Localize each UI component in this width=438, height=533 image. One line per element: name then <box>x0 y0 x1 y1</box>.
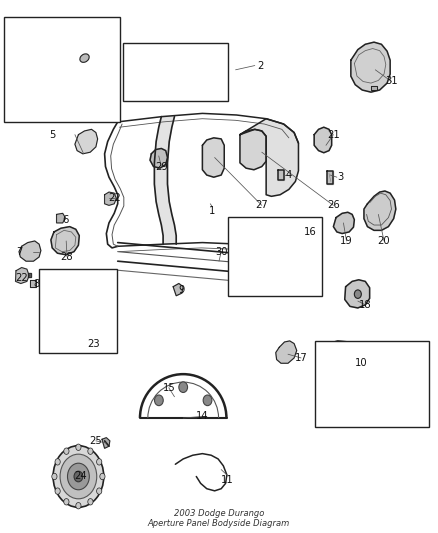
Polygon shape <box>276 341 297 364</box>
Polygon shape <box>19 241 41 261</box>
Circle shape <box>74 471 83 482</box>
Polygon shape <box>150 149 167 168</box>
Polygon shape <box>333 212 354 233</box>
Polygon shape <box>345 280 370 308</box>
Text: 6: 6 <box>62 215 68 225</box>
Text: 14: 14 <box>196 411 209 422</box>
Text: 26: 26 <box>327 200 340 211</box>
Text: 24: 24 <box>74 472 86 481</box>
Text: 3: 3 <box>337 172 343 182</box>
Polygon shape <box>51 227 79 255</box>
Text: 29: 29 <box>155 161 168 172</box>
Text: 23: 23 <box>87 338 99 349</box>
Polygon shape <box>371 86 377 90</box>
Polygon shape <box>105 192 117 205</box>
Text: 20: 20 <box>378 236 390 246</box>
Polygon shape <box>52 345 58 351</box>
Text: 22: 22 <box>109 193 121 204</box>
Polygon shape <box>65 60 71 66</box>
Polygon shape <box>278 169 284 180</box>
Circle shape <box>67 463 89 490</box>
Polygon shape <box>30 280 36 287</box>
Polygon shape <box>52 67 57 74</box>
Circle shape <box>76 503 81 509</box>
Polygon shape <box>327 419 333 424</box>
Polygon shape <box>75 130 98 154</box>
Ellipse shape <box>80 54 89 62</box>
Circle shape <box>55 459 60 465</box>
Polygon shape <box>43 292 48 297</box>
Polygon shape <box>237 225 268 246</box>
Circle shape <box>203 395 212 406</box>
Polygon shape <box>240 130 266 169</box>
Circle shape <box>354 290 361 298</box>
Circle shape <box>88 448 93 454</box>
Circle shape <box>64 498 69 505</box>
Text: 2: 2 <box>257 61 264 70</box>
Polygon shape <box>157 78 164 90</box>
Circle shape <box>100 473 105 480</box>
Text: 4: 4 <box>286 170 292 180</box>
Polygon shape <box>173 284 183 296</box>
Polygon shape <box>58 274 76 335</box>
Text: 16: 16 <box>304 227 316 237</box>
Polygon shape <box>314 127 332 153</box>
Text: 2003 Dodge Durango
Aperture Panel Bodyside Diagram: 2003 Dodge Durango Aperture Panel Bodysi… <box>148 508 290 528</box>
Bar <box>228 217 321 296</box>
Polygon shape <box>320 341 371 381</box>
Polygon shape <box>43 345 49 351</box>
Text: 19: 19 <box>340 236 353 246</box>
Polygon shape <box>232 220 275 252</box>
Polygon shape <box>154 117 176 244</box>
Circle shape <box>64 448 69 454</box>
Polygon shape <box>28 273 31 277</box>
Text: 30: 30 <box>215 247 227 256</box>
Bar <box>39 269 117 353</box>
Text: 10: 10 <box>355 358 367 368</box>
Polygon shape <box>351 42 390 92</box>
Text: 21: 21 <box>327 130 340 140</box>
Polygon shape <box>57 213 65 223</box>
Text: 15: 15 <box>162 383 175 393</box>
Text: 5: 5 <box>49 130 55 140</box>
Text: 31: 31 <box>385 77 398 86</box>
Circle shape <box>76 444 81 450</box>
Circle shape <box>155 395 163 406</box>
Text: 28: 28 <box>61 252 74 262</box>
Polygon shape <box>202 138 224 177</box>
Circle shape <box>97 459 102 465</box>
Text: 18: 18 <box>359 300 371 310</box>
Bar <box>4 17 120 122</box>
Polygon shape <box>327 171 332 184</box>
Text: 22: 22 <box>15 273 28 283</box>
Circle shape <box>53 446 104 507</box>
Circle shape <box>55 488 60 494</box>
Text: 1: 1 <box>209 206 215 216</box>
Text: 25: 25 <box>89 436 102 446</box>
Polygon shape <box>10 25 36 69</box>
Polygon shape <box>183 79 190 92</box>
Polygon shape <box>240 119 298 196</box>
Polygon shape <box>233 235 237 240</box>
Polygon shape <box>14 69 23 78</box>
Circle shape <box>88 498 93 505</box>
Text: 7: 7 <box>16 247 22 256</box>
Polygon shape <box>15 268 29 284</box>
Circle shape <box>179 382 187 392</box>
Text: 27: 27 <box>255 200 268 211</box>
Polygon shape <box>364 191 396 230</box>
Polygon shape <box>12 33 31 54</box>
Text: 9: 9 <box>179 286 185 295</box>
Text: 11: 11 <box>220 475 233 485</box>
Bar <box>123 43 228 101</box>
Text: 8: 8 <box>33 279 39 288</box>
Polygon shape <box>102 438 110 448</box>
Text: 17: 17 <box>295 353 307 363</box>
Bar <box>315 341 429 427</box>
Circle shape <box>52 473 57 480</box>
Circle shape <box>60 454 97 499</box>
Circle shape <box>97 488 102 494</box>
